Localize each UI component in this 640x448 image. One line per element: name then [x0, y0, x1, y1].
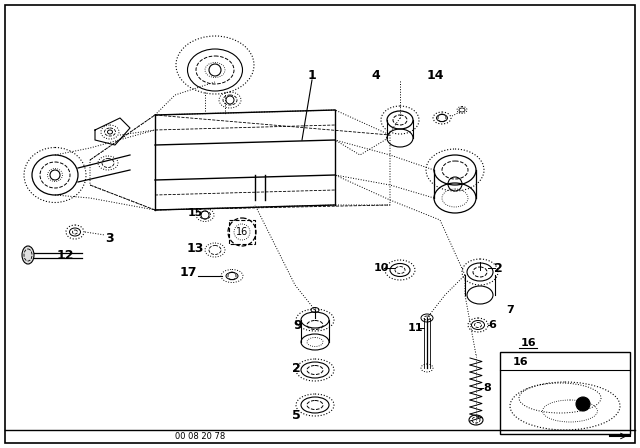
Text: 12: 12	[56, 249, 74, 262]
Text: 1: 1	[308, 69, 316, 82]
Text: 14: 14	[426, 69, 444, 82]
Text: 16: 16	[236, 227, 248, 237]
Text: 5: 5	[292, 409, 300, 422]
Text: 15: 15	[188, 208, 203, 218]
Text: 16: 16	[520, 338, 536, 348]
Bar	[229, 220, 255, 244]
Text: 2: 2	[292, 362, 300, 375]
Ellipse shape	[22, 246, 34, 264]
Text: 3: 3	[106, 232, 115, 245]
Text: 10: 10	[373, 263, 388, 273]
Text: 6: 6	[488, 320, 496, 330]
Text: 4: 4	[372, 69, 380, 82]
Text: 17: 17	[179, 266, 196, 279]
Text: 7: 7	[506, 305, 514, 315]
Circle shape	[576, 397, 590, 411]
Text: 00 08 20 78: 00 08 20 78	[175, 431, 225, 440]
Text: 8: 8	[483, 383, 491, 393]
Text: 9: 9	[294, 319, 302, 332]
Bar	[500, 352, 630, 434]
Text: 13: 13	[186, 241, 204, 254]
Text: 16: 16	[512, 357, 528, 367]
Text: 11: 11	[407, 323, 423, 333]
Text: 2: 2	[493, 262, 502, 275]
